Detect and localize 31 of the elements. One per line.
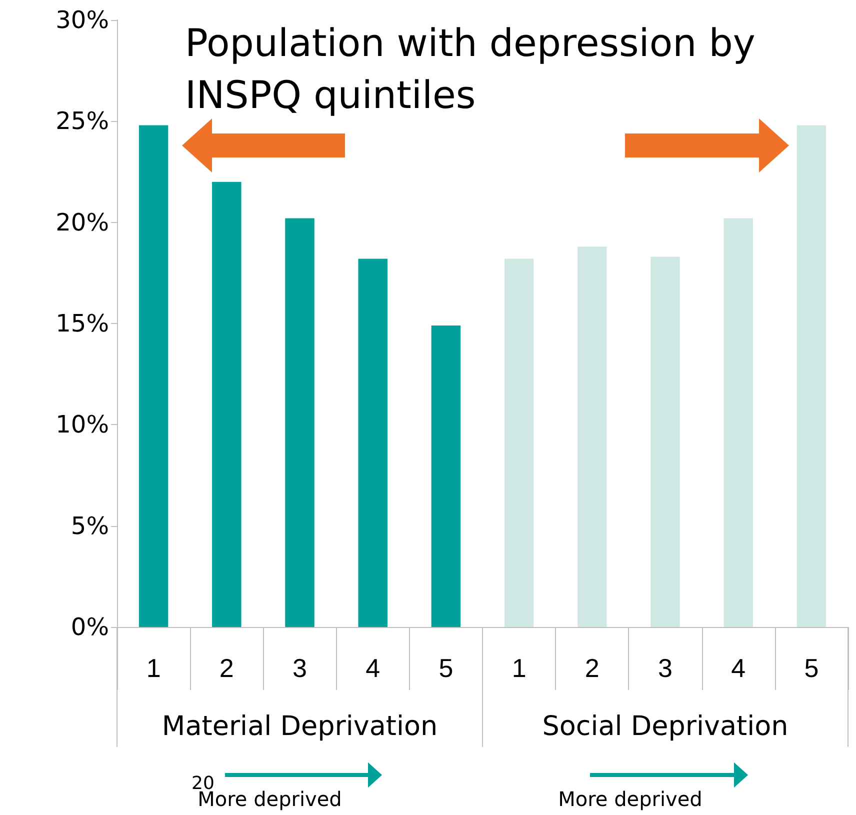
bar [358,258,388,627]
bar [285,218,314,627]
x-tick-label: 2 [219,653,234,683]
text: Population with depression by INSPQ quintiles [185,21,768,117]
bar [796,125,826,627]
x-tick-label: 3 [292,653,307,683]
y-tick-label: 15% [56,310,109,338]
x-tick-label: 3 [658,653,672,683]
y-tick-label: 20% [56,208,109,236]
bar [650,256,680,627]
y-tick-label: 0% [70,613,109,641]
x-tick-label: 4 [366,653,380,683]
x-tick-label: 4 [731,653,746,683]
bar [138,125,168,627]
text: More deprived [558,787,702,811]
x-tick-label: 5 [804,653,819,683]
y-tick-label: 25% [56,107,109,136]
x-tick-label: 1 [512,653,526,683]
bar [724,218,753,627]
y-tick-label: 5% [70,512,109,540]
x-tick-label: 2 [584,653,600,683]
x-tick-label: 1 [146,653,161,683]
bar [431,326,461,627]
text: Social Deprivation [542,711,788,742]
bar [504,258,534,627]
y-tick-label: 10% [56,410,109,439]
bar [212,182,242,627]
text: Material Deprivation [162,711,438,742]
x-tick-label: 5 [438,653,454,683]
bar [578,246,607,627]
y-tick-label: 30% [56,6,109,34]
